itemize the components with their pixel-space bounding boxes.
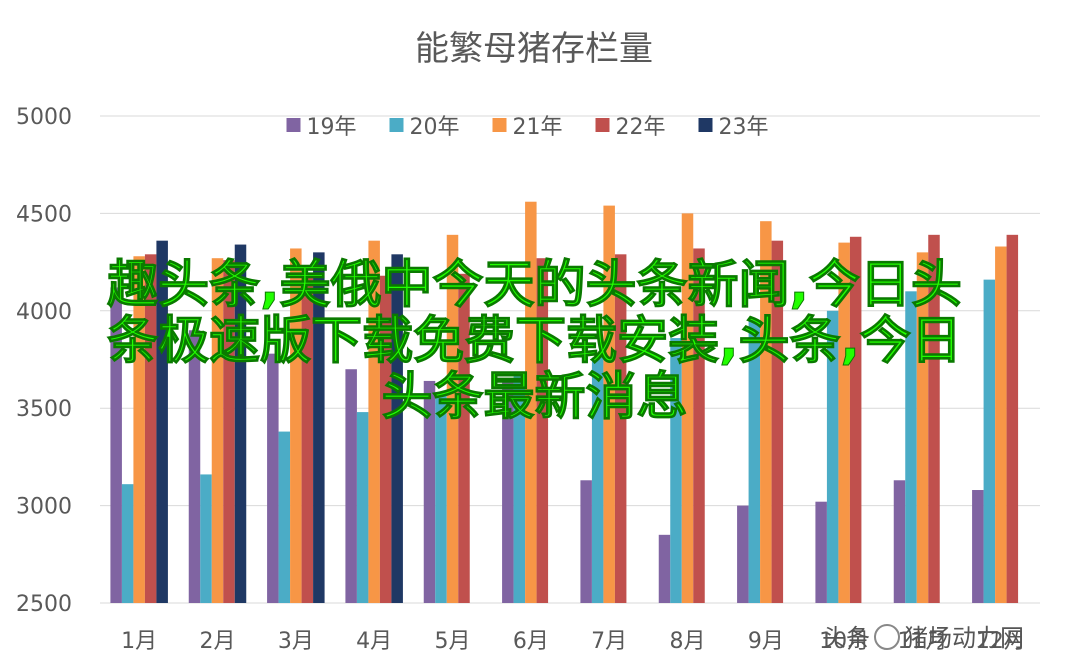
x-tick-label: 5月 (435, 629, 471, 654)
bar (458, 273, 470, 603)
bar (133, 256, 145, 603)
y-tick-label: 5000 (16, 105, 72, 130)
bar (995, 246, 1007, 604)
legend-label: 22年 (616, 115, 666, 140)
bars (110, 201, 1019, 604)
y-tick-label: 2500 (16, 592, 72, 617)
bar (748, 320, 761, 603)
x-tick-label: 11月 (898, 629, 948, 654)
watermark: 头条 猪场动力网 (822, 618, 1024, 653)
bar (345, 369, 357, 603)
legend-swatch (698, 118, 713, 132)
watermark-logo-icon (874, 624, 900, 650)
bar (893, 480, 906, 603)
gridlines (100, 115, 1040, 604)
bar (670, 338, 682, 603)
bar (916, 252, 929, 604)
bar (591, 357, 604, 603)
bar (972, 490, 984, 603)
bar (313, 252, 325, 604)
x-tick-label: 6月 (513, 629, 549, 654)
bar (536, 258, 549, 603)
y-tick-label: 4500 (16, 202, 72, 227)
bar (356, 412, 369, 603)
y-tick-label: 4000 (16, 300, 72, 325)
bar (760, 221, 772, 603)
bar (580, 480, 592, 603)
watermark-suffix: 猪场动力网 (904, 624, 1024, 652)
y-tick-label: 3500 (16, 397, 72, 422)
x-tick-label: 2月 (200, 629, 236, 654)
chart-title: 能繁母猪存栏量 (415, 29, 653, 69)
x-tick-label: 4月 (356, 629, 392, 654)
bar (905, 291, 917, 603)
bar (234, 244, 247, 603)
legend: 19年 20年 21年 22年 23年 (286, 115, 769, 140)
legend-swatch (595, 118, 610, 132)
bar (121, 484, 134, 603)
legend-label: 23年 (719, 115, 769, 140)
x-axis-ticks: 1月 2月 3月 4月 5月 6月 7月 8月 9月 10月 11月 12月 (121, 629, 1026, 654)
bar (211, 258, 224, 603)
bar (849, 236, 862, 603)
bar (513, 373, 526, 603)
legend-swatch (286, 118, 301, 132)
bar (223, 260, 235, 603)
bar (737, 505, 749, 603)
bar (815, 501, 827, 603)
bar (693, 248, 705, 604)
x-tick-label: 12月 (976, 629, 1026, 654)
bar (200, 474, 212, 603)
x-tick-label: 10月 (819, 629, 869, 654)
x-tick-label: 9月 (748, 629, 784, 654)
bar (826, 310, 839, 603)
x-tick-label: 3月 (278, 629, 314, 654)
bar (681, 213, 694, 603)
bar (1006, 234, 1019, 603)
bar (446, 234, 459, 603)
legend-swatch (492, 118, 507, 132)
bar (188, 330, 201, 603)
bar (771, 240, 784, 603)
bar (658, 534, 671, 603)
bar (603, 205, 615, 603)
bar (838, 242, 850, 603)
x-tick-label: 8月 (670, 629, 706, 654)
bar (983, 279, 996, 603)
watermark-prefix: 头条 (822, 624, 870, 652)
bar (379, 275, 392, 603)
x-tick-label: 7月 (591, 629, 627, 654)
x-tick-label: 1月 (121, 629, 157, 654)
bar (278, 431, 291, 603)
legend-label: 20年 (410, 115, 460, 140)
y-axis-ticks: 2500 3000 3500 4000 4500 5000 (16, 105, 72, 617)
bar (391, 254, 403, 604)
legend-swatch (389, 118, 404, 132)
legend-label: 21年 (513, 115, 563, 140)
legend-label: 19年 (307, 115, 357, 140)
bar (614, 254, 627, 604)
bar (301, 275, 314, 603)
bar (368, 240, 380, 603)
bar (267, 353, 279, 603)
bar (290, 248, 302, 604)
bar (110, 287, 122, 603)
bar (423, 380, 436, 603)
bar (502, 378, 514, 603)
y-tick-label: 3000 (16, 495, 72, 520)
bar (435, 394, 447, 603)
bar (525, 201, 537, 603)
bar (928, 234, 940, 603)
bar (144, 254, 157, 604)
bar (156, 240, 168, 603)
